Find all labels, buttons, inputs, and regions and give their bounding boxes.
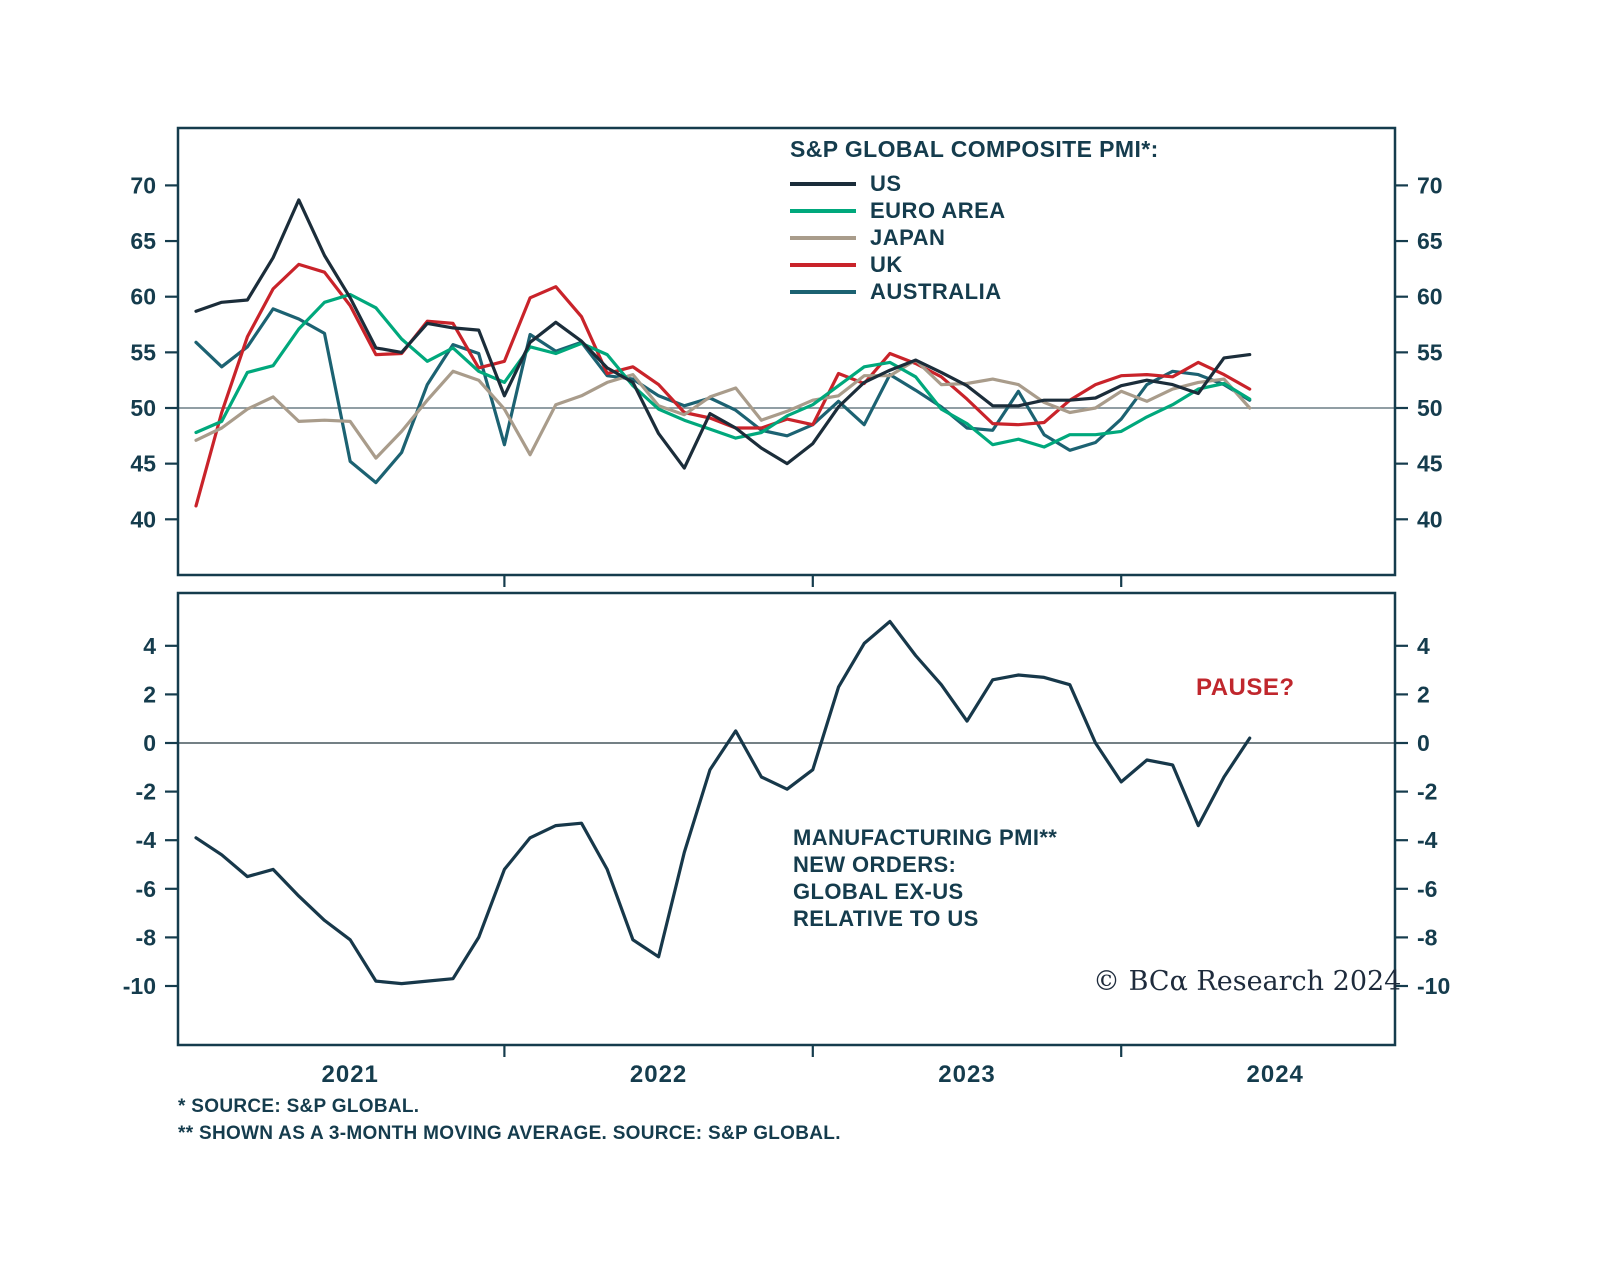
y-axis-label-right: 45 [1417, 451, 1443, 477]
legend-title: S&P GLOBAL COMPOSITE PMI*: [790, 136, 1159, 162]
y-axis-label-right: -8 [1417, 924, 1438, 950]
y-axis-label-right: 40 [1417, 506, 1443, 532]
x-axis-year-label: 2022 [630, 1061, 687, 1088]
y-axis-label-right: 70 [1417, 172, 1443, 198]
legend-item-japan: JAPAN [790, 224, 1159, 251]
footnote-1: * SOURCE: S&P GLOBAL. [178, 1096, 420, 1117]
series-new-orders-relative [194, 619, 1252, 986]
y-axis-label-left: 45 [130, 451, 156, 477]
top-panel-frame [176, 126, 1397, 577]
footnote-2: ** SHOWN AS A 3-MONTH MOVING AVERAGE. SO… [178, 1123, 841, 1144]
legend-items: US EURO AREA JAPAN UK AUSTRALIA [790, 170, 1159, 305]
legend-series-label: US [870, 170, 902, 196]
y-axis-label-left: 60 [130, 284, 156, 310]
bottom-panel-label: MANUFACTURING PMI** NEW ORDERS: GLOBAL E… [793, 825, 1058, 931]
y-axis-label-left: 65 [130, 228, 156, 254]
legend-series-label: UK [870, 251, 903, 277]
y-axis-label-left: 70 [130, 172, 156, 198]
y-axis-label-left: -8 [136, 924, 157, 950]
legend-line-swatch [790, 208, 856, 213]
y-axis-label-left: 4 [143, 633, 156, 659]
legend-line-swatch [790, 181, 856, 186]
y-axis-label-right: -10 [1417, 973, 1450, 999]
legend-series-label: EURO AREA [870, 197, 1006, 223]
x-axis-year-label: 2024 [1247, 1061, 1304, 1088]
x-axis-year-label: 2021 [322, 1061, 379, 1088]
y-axis-label-right: -6 [1417, 876, 1437, 902]
series-australia [194, 307, 1252, 485]
y-axis-label-left: 0 [143, 730, 156, 756]
y-axis-label-left: -2 [136, 779, 156, 805]
series-uk [194, 262, 1252, 508]
pause-annotation: PAUSE? [1196, 674, 1295, 701]
y-axis-label-left: -10 [123, 973, 156, 999]
legend: S&P GLOBAL COMPOSITE PMI*: US EURO AREA JA… [790, 136, 1159, 305]
y-axis-label-right: 2 [1417, 681, 1430, 707]
y-axis-label-left: 2 [143, 681, 156, 707]
series-euro-area [194, 292, 1252, 449]
y-axis-label-right: -2 [1417, 779, 1437, 805]
legend-item-us: US [790, 170, 1159, 197]
y-axis-label-right: -4 [1417, 827, 1438, 853]
y-axis-label-left: 40 [130, 506, 156, 532]
y-axis-label-right: 55 [1417, 339, 1443, 365]
legend-item-euro-area: EURO AREA [790, 197, 1159, 224]
y-axis-label-right: 50 [1417, 395, 1443, 421]
legend-item-uk: UK [790, 251, 1159, 278]
y-axis-label-left: -6 [136, 876, 156, 902]
copyright: © BCα Research 2024 [1093, 966, 1402, 997]
bottom-panel-frame [176, 591, 1397, 1047]
x-axis-year-label: 2023 [938, 1061, 995, 1088]
legend-line-swatch [790, 289, 856, 294]
legend-series-label: AUSTRALIA [870, 278, 1002, 304]
y-axis-label-right: 60 [1417, 284, 1443, 310]
y-axis-label-right: 65 [1417, 228, 1443, 254]
y-axis-label-right: 4 [1417, 633, 1430, 659]
legend-series-label: JAPAN [870, 224, 946, 250]
series-japan [194, 358, 1252, 460]
y-axis-label-left: 50 [130, 395, 156, 421]
y-axis-label-right: 0 [1417, 730, 1430, 756]
legend-line-swatch [790, 235, 856, 240]
legend-line-swatch [790, 262, 856, 267]
y-axis-label-left: 55 [130, 339, 156, 365]
y-axis-label-left: -4 [136, 827, 157, 853]
series-us [194, 198, 1252, 470]
legend-item-australia: AUSTRALIA [790, 278, 1159, 305]
